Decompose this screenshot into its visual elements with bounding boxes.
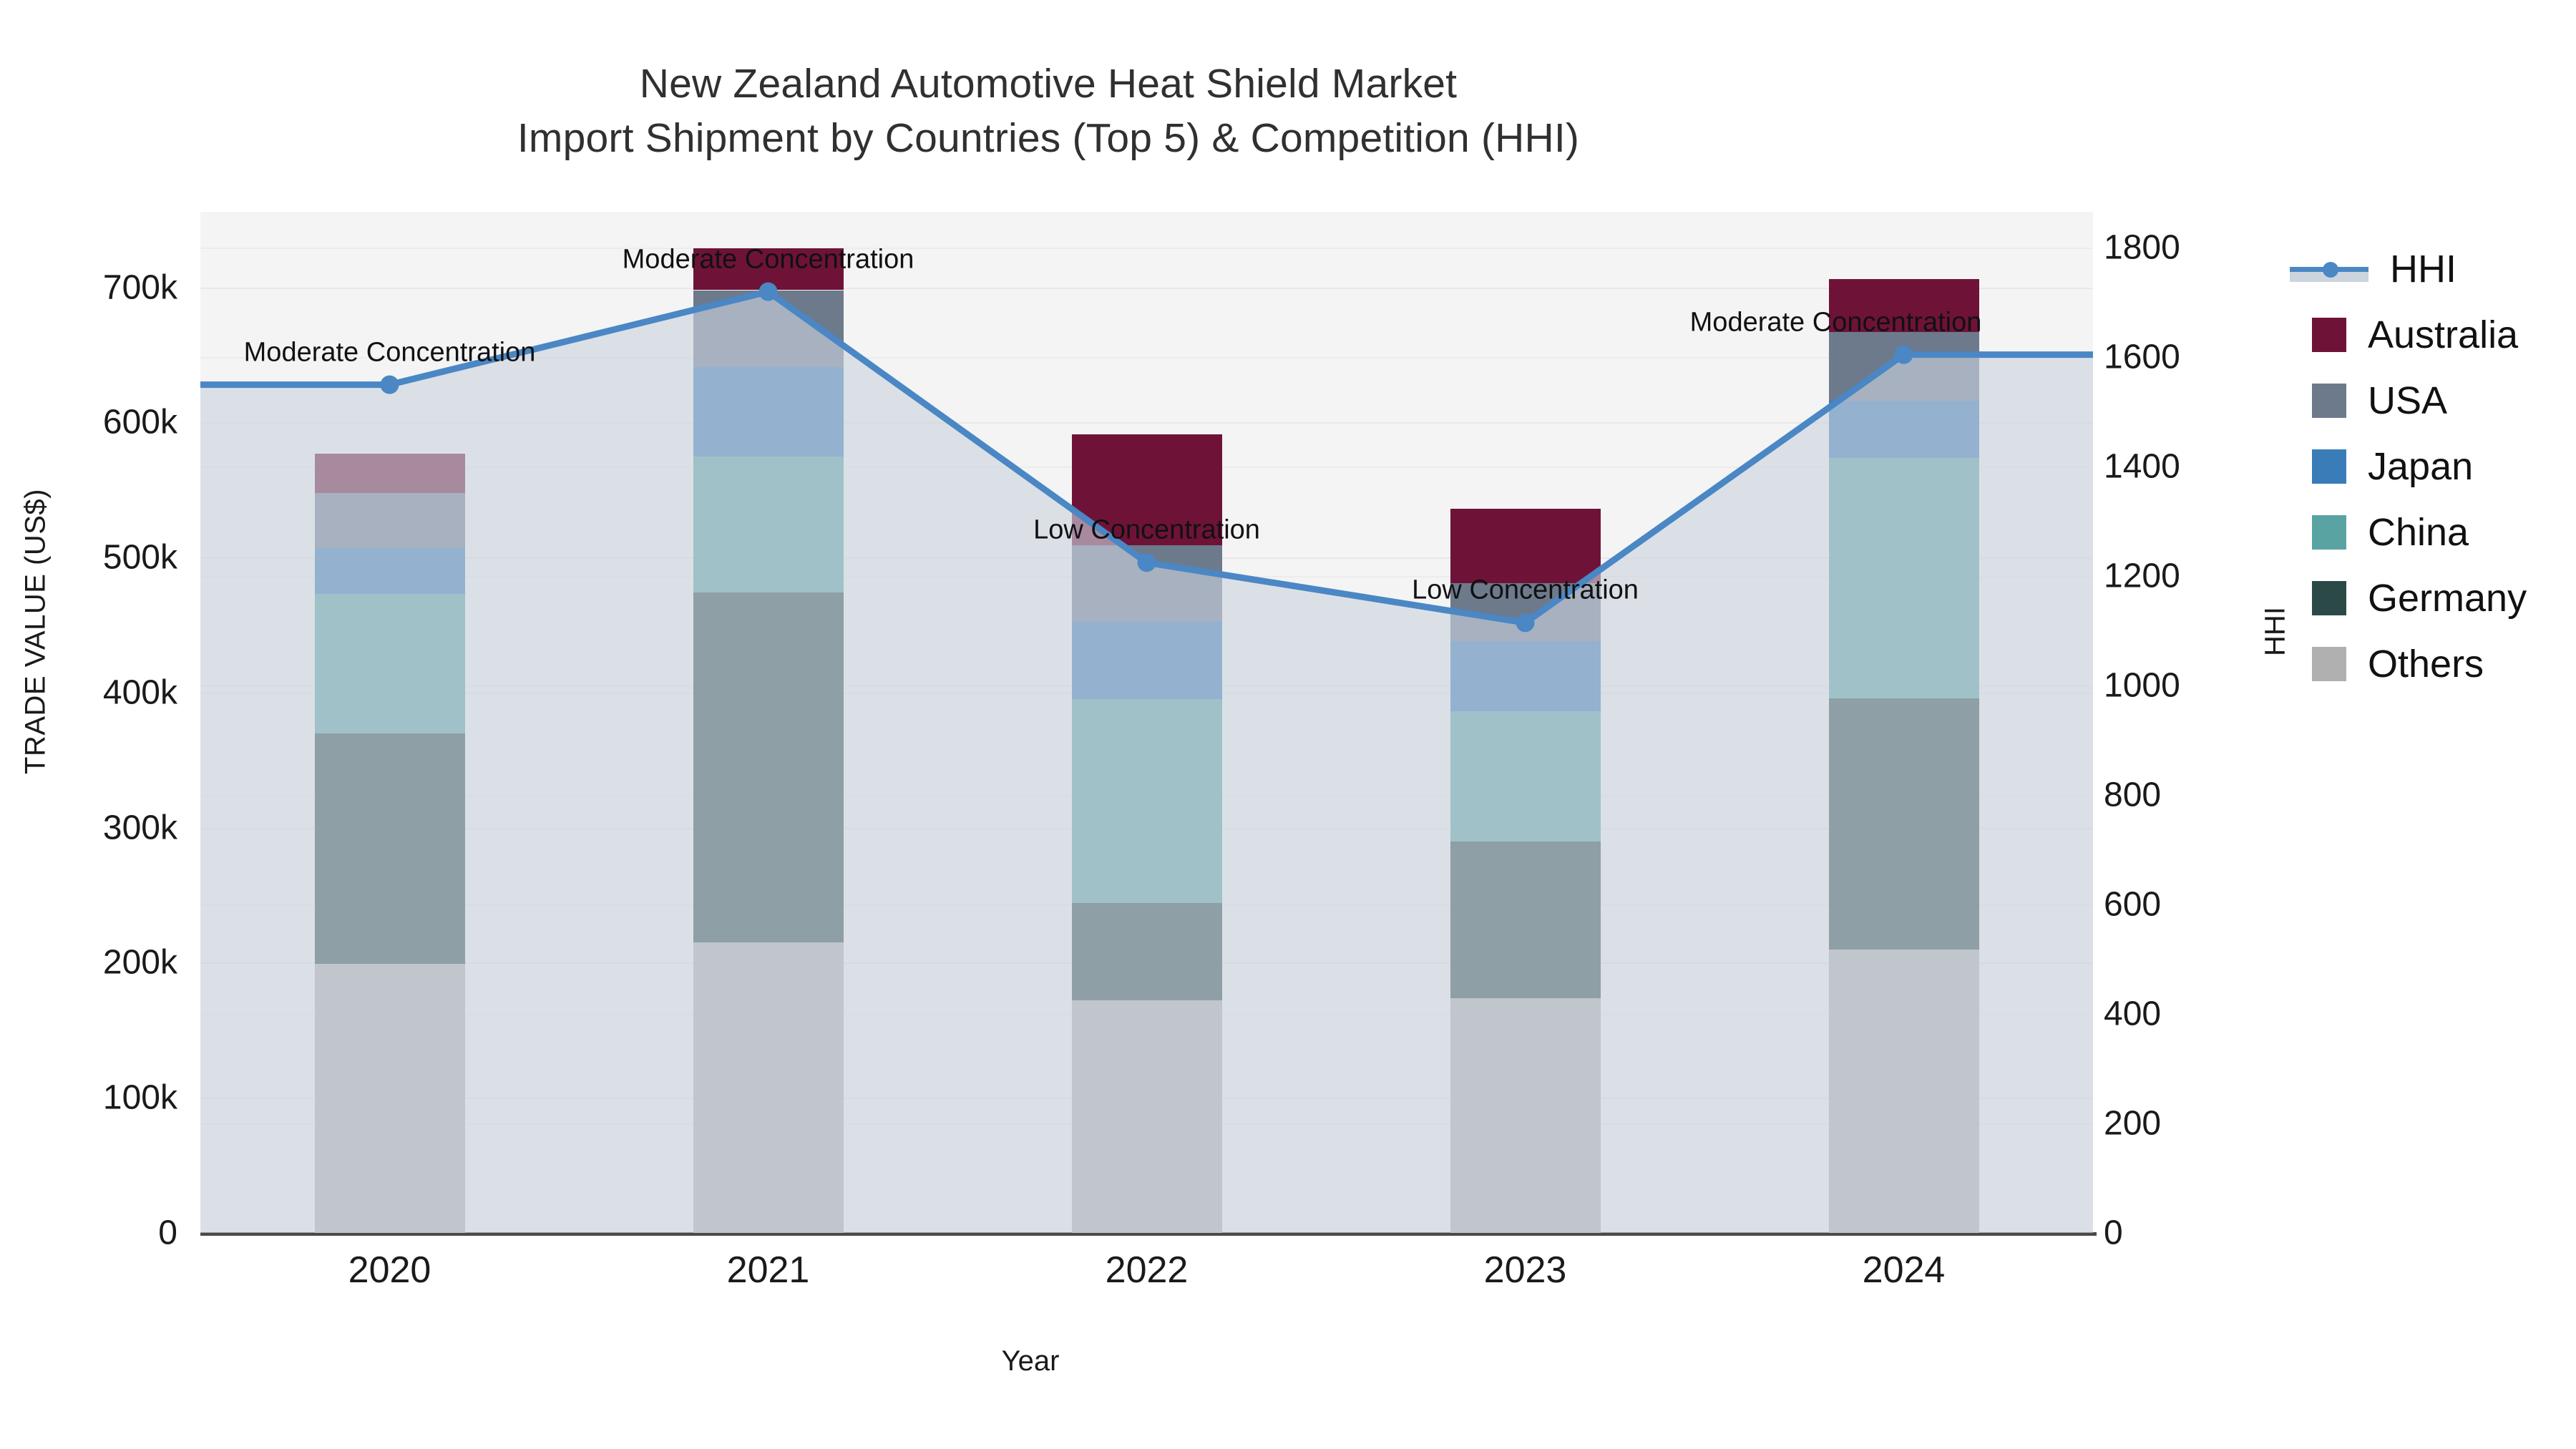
legend-item-hhi[interactable]: HHI	[2290, 236, 2576, 302]
annotation-2023: Low Concentration	[1412, 575, 1639, 605]
legend-item-australia[interactable]: Australia	[2290, 302, 2576, 368]
legend-line-icon	[2290, 255, 2368, 283]
x-axis-tick-2021: 2021	[726, 1249, 810, 1291]
y-axis-right-tick: 400	[2104, 995, 2162, 1033]
legend-swatch-others	[2312, 647, 2346, 681]
y-axis-left-title: TRADE VALUE (US$)	[19, 489, 52, 774]
bar-segment-australia[interactable]	[1450, 509, 1601, 584]
x-axis-baseline	[200, 1232, 2097, 1236]
legend-swatch-usa	[2312, 384, 2346, 418]
gridline-right	[200, 248, 2093, 250]
legend-label-australia: Australia	[2368, 313, 2519, 356]
y-axis-left-tick: 700k	[102, 268, 177, 307]
gridline-left	[200, 422, 2093, 424]
annotation-2024: Moderate Concentration	[1689, 307, 1982, 338]
x-axis-tick-2022: 2022	[1105, 1249, 1189, 1291]
y-axis-left-tick: 100k	[102, 1078, 177, 1117]
legend-label-others: Others	[2368, 643, 2484, 686]
y-axis-right-tick: 1800	[2104, 228, 2180, 267]
legend-item-germany[interactable]: Germany	[2290, 565, 2576, 631]
legend-item-others[interactable]: Others	[2290, 631, 2576, 697]
legend-label-hhi: HHI	[2390, 248, 2457, 291]
y-axis-right: 0 200 400 600 800 1000 1200 1400 1600 1800	[2104, 212, 2290, 1252]
legend-swatch-china	[2312, 515, 2346, 550]
annotation-2022: Low Concentration	[1033, 514, 1260, 545]
hhi-point-2022[interactable]	[1137, 553, 1156, 572]
legend-item-japan[interactable]: Japan	[2290, 434, 2576, 499]
chart-title-line-2: Import Shipment by Countries (Top 5) & C…	[517, 114, 1580, 161]
y-axis-left-tick: 400k	[102, 673, 177, 712]
y-axis-right-tick: 1400	[2104, 447, 2180, 486]
y-axis-left-tick: 200k	[102, 943, 177, 982]
legend-label-japan: Japan	[2368, 445, 2474, 488]
legend: HHI Australia USA Japan China Germany Others	[2290, 236, 2576, 697]
hhi-series	[200, 282, 2093, 1234]
x-axis-tick-2020: 2020	[348, 1249, 431, 1291]
gridline-right	[200, 357, 2093, 359]
y-axis-left-tick: 300k	[102, 809, 177, 847]
y-axis-left-tick: 600k	[102, 403, 177, 441]
gridline-left	[200, 287, 2093, 289]
hhi-point-2024[interactable]	[1894, 345, 1913, 364]
y-axis-right-tick: 1000	[2104, 666, 2180, 705]
y-axis-left-tick: 500k	[102, 538, 177, 577]
legend-label-germany: Germany	[2368, 577, 2527, 620]
legend-swatch-germany	[2312, 581, 2346, 615]
y-axis-left-tick: 0	[158, 1214, 177, 1252]
y-axis-right-tick: 200	[2104, 1104, 2162, 1143]
legend-item-china[interactable]: China	[2290, 499, 2576, 565]
x-axis-tick-2024: 2024	[1862, 1249, 1946, 1291]
legend-label-china: China	[2368, 511, 2469, 554]
legend-swatch-japan	[2312, 449, 2346, 484]
annotation-2021: Moderate Concentration	[622, 244, 914, 275]
chart-title-line-1: New Zealand Automotive Heat Shield Marke…	[639, 61, 1458, 107]
bar-segment-australia[interactable]	[1828, 279, 1979, 332]
hhi-point-2021[interactable]	[758, 282, 778, 301]
y-axis-right-tick: 800	[2104, 776, 2162, 814]
y-axis-right-tick: 600	[2104, 885, 2162, 924]
y-axis-right-tick: 0	[2104, 1214, 2123, 1252]
hhi-area-fill	[200, 291, 2093, 1234]
hhi-point-2020[interactable]	[380, 375, 399, 394]
legend-item-usa[interactable]: USA	[2290, 368, 2576, 434]
legend-swatch-australia	[2312, 318, 2346, 352]
x-axis-tick-2023: 2023	[1483, 1249, 1567, 1291]
hhi-point-2023[interactable]	[1516, 613, 1535, 633]
legend-label-usa: USA	[2368, 379, 2448, 422]
y-axis-right-tick: 1600	[2104, 338, 2180, 376]
y-axis-left: 0 100k 200k 300k 400k 500k 600k 700k	[0, 212, 187, 1252]
annotation-2020: Moderate Concentration	[243, 337, 536, 368]
x-axis-title: Year	[1001, 1345, 1060, 1377]
y-axis-right-tick: 1200	[2104, 557, 2180, 595]
chart-title: New Zealand Automotive Heat Shield Marke…	[0, 57, 2097, 166]
y-axis-right-title: HHI	[2259, 607, 2291, 656]
